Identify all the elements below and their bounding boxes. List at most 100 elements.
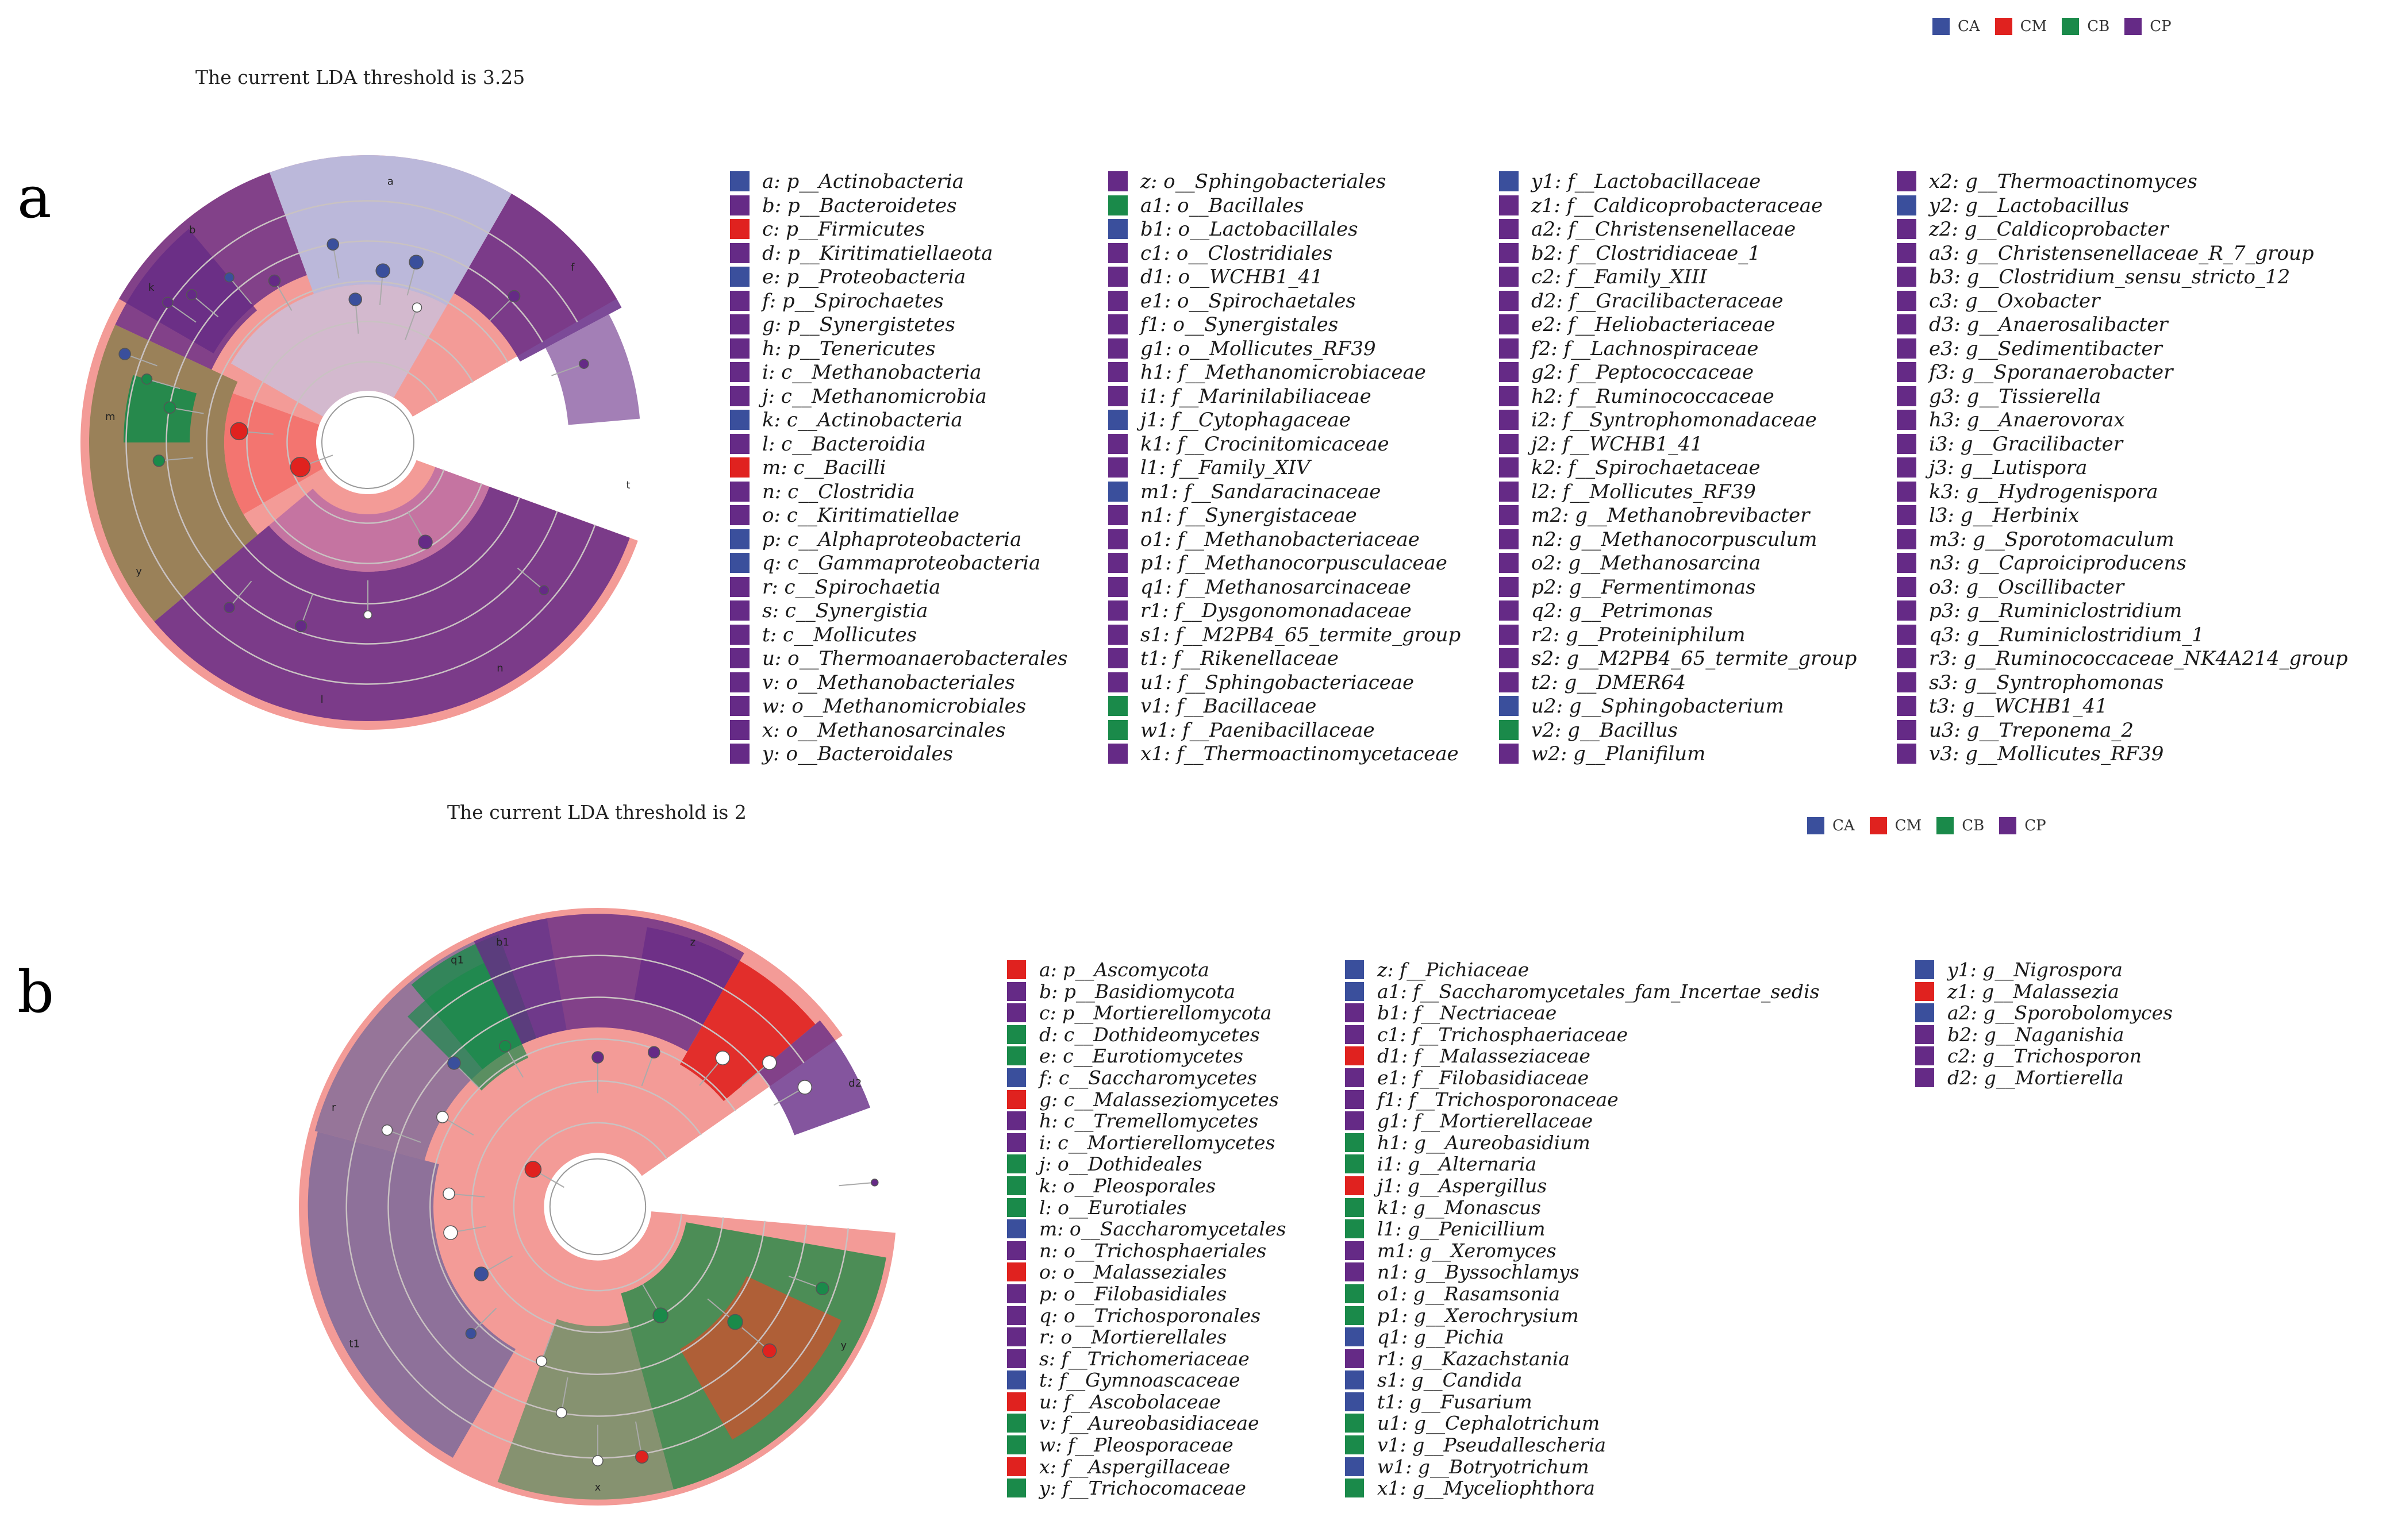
- group-color-swatch: [1897, 219, 1916, 239]
- threshold-text-b: The current LDA threshold is 2: [447, 801, 747, 823]
- tree-node: [118, 348, 131, 360]
- taxon-label: b: p__Basidiomycota: [1039, 980, 1236, 1003]
- taxon-label: h2: f__Ruminococcaceae: [1531, 384, 1774, 408]
- taxon-label: j1: g__Aspergillus: [1377, 1174, 1547, 1197]
- group-color-swatch: [1897, 433, 1916, 454]
- legend-label-cm: CM: [1894, 817, 1922, 834]
- taxon-label: f: c__Saccharomycetes: [1039, 1066, 1257, 1089]
- panel-label-a: a: [17, 164, 52, 231]
- group-color-swatch: [1499, 672, 1519, 692]
- taxon-label: x1: f__Thermoactinomycetaceae: [1140, 742, 1459, 765]
- group-color-swatch: [1499, 600, 1519, 621]
- group-color-swatch: [1108, 744, 1128, 764]
- taxon-label: q1: g__Pichia: [1377, 1326, 1504, 1349]
- group-color-swatch: [1345, 981, 1364, 1001]
- taxon-label: a: p__Actinobacteria: [762, 170, 964, 193]
- taxon-label: c1: o__Clostridiales: [1140, 241, 1333, 265]
- taxon-label: d1: o__WCHB1_41: [1140, 265, 1323, 288]
- group-color-swatch: [1897, 457, 1916, 478]
- group-color-swatch: [730, 410, 750, 430]
- taxon-label: f1: o__Synergistales: [1140, 313, 1339, 336]
- taxon-label: y: o__Bacteroidales: [762, 742, 954, 765]
- legend-label-cm: CM: [2020, 18, 2047, 35]
- taxon-label: m: c__Bacilli: [762, 456, 886, 479]
- taxon-label: l1: g__Penicillium: [1377, 1218, 1546, 1241]
- group-color-swatch: [1007, 1198, 1026, 1217]
- group-color-swatch: [1345, 960, 1364, 979]
- tree-node: [224, 272, 235, 283]
- group-color-swatch: [1345, 1262, 1364, 1282]
- tree-branch: [387, 1129, 421, 1143]
- group-color-swatch: [1007, 1479, 1026, 1498]
- group-color-swatch: [1007, 1306, 1026, 1325]
- group-color-swatch: [1108, 242, 1128, 263]
- taxon-label: o1: g__Rasamsonia: [1377, 1282, 1561, 1305]
- group-color-swatch: [730, 195, 750, 215]
- group-color-swatch: [730, 171, 750, 191]
- taxon-label: c: p__Mortierellomycota: [1039, 1002, 1272, 1025]
- group-color-swatch: [1897, 410, 1916, 430]
- node-label: q1: [451, 954, 464, 967]
- taxon-label: m3: g__Sporotomaculum: [1929, 528, 2174, 551]
- group-color-swatch: [1108, 219, 1128, 239]
- taxon-label: u: f__Ascobolaceae: [1039, 1390, 1221, 1413]
- group-color-swatch: [1345, 1068, 1364, 1087]
- group-color-swatch: [1345, 1219, 1364, 1239]
- group-color-swatch: [1915, 960, 1934, 979]
- group-color-swatch: [1499, 386, 1519, 406]
- taxon-label: j: c__Methanomicrobia: [762, 384, 987, 408]
- group-color-swatch: [1108, 600, 1128, 621]
- group-color-swatch: [1108, 696, 1128, 716]
- taxon-label: e2: f__Heliobacteriaceae: [1531, 313, 1776, 336]
- clade-sector: [454, 193, 622, 362]
- group-color-swatch: [730, 219, 750, 239]
- tree-root: [549, 1158, 647, 1256]
- taxon-label: v1: f__Bacillaceae: [1140, 695, 1317, 718]
- taxon-label: j3: g__Lutispora: [1929, 456, 2088, 479]
- legend-swatch-cb: [2062, 18, 2080, 35]
- taxon-label: w: o__Methanomicrobiales: [762, 695, 1027, 718]
- tree-node: [381, 1124, 393, 1136]
- taxon-label: e: c__Eurotiomycetes: [1039, 1045, 1243, 1068]
- tree-branch: [167, 302, 197, 323]
- tree-node: [539, 585, 549, 595]
- tree-node: [474, 1266, 489, 1281]
- group-color-swatch: [1499, 267, 1519, 287]
- legend-swatch-ca: [1807, 817, 1824, 834]
- taxon-label: o1: f__Methanobacteriaceae: [1140, 528, 1420, 551]
- group-color-swatch: [730, 386, 750, 406]
- node-label: l: [321, 694, 324, 706]
- tree-branch: [229, 580, 252, 608]
- taxon-label: v3: g__Mollicutes_RF39: [1929, 742, 2164, 765]
- taxon-label: v2: g__Bacillus: [1531, 718, 1678, 742]
- taxon-label: z2: g__Caldicoprobacter: [1929, 218, 2169, 241]
- legend-swatch-cp: [1999, 817, 2017, 834]
- group-color-swatch: [1897, 672, 1916, 692]
- group-color-swatch: [1897, 195, 1916, 215]
- group-color-swatch: [730, 242, 750, 263]
- group-color-swatch: [1897, 290, 1916, 311]
- clade-sector: [268, 467, 490, 572]
- group-color-swatch: [1007, 1370, 1026, 1390]
- tree-node: [592, 1455, 604, 1466]
- taxon-label: z1: g__Malassezia: [1947, 980, 2119, 1003]
- taxon-label: b2: f__Clostridiaceae_1: [1531, 241, 1761, 265]
- tree-node: [762, 1343, 777, 1358]
- tree-node: [465, 1327, 477, 1339]
- cladogram-b: b1 z d2 y x t1 r q1: [298, 908, 896, 1506]
- group-color-swatch: [1108, 553, 1128, 573]
- taxon-label: w2: g__Planifilum: [1531, 742, 1706, 765]
- group-color-swatch: [1007, 1349, 1026, 1368]
- tree-branch: [405, 307, 418, 340]
- taxon-label: o3: g__Oscillibacter: [1929, 575, 2124, 599]
- group-color-swatch: [1499, 744, 1519, 764]
- tree-node: [508, 290, 521, 303]
- group-color-swatch: [1499, 242, 1519, 263]
- group-color-swatch: [730, 314, 750, 334]
- group-color-swatch: [1897, 505, 1916, 525]
- group-color-swatch: [1915, 1068, 1934, 1087]
- group-color-swatch: [1345, 1414, 1364, 1433]
- group-color-swatch: [1915, 1003, 1934, 1023]
- taxon-label: e1: f__Filobasidiaceae: [1377, 1066, 1589, 1089]
- group-color-swatch: [1007, 1414, 1026, 1433]
